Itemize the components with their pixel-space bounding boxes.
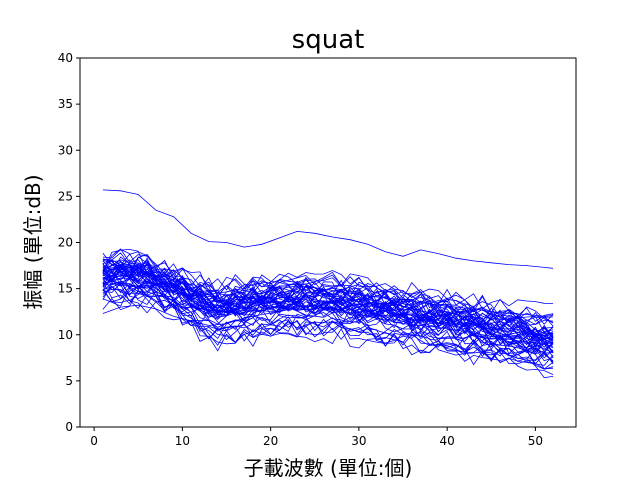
series-line xyxy=(102,277,554,354)
series-line xyxy=(102,277,554,370)
y-tick-label: 40 xyxy=(58,51,73,65)
series-line xyxy=(102,260,554,329)
y-tick-label: 25 xyxy=(58,189,73,203)
chart-title: squat xyxy=(292,25,365,55)
series-line xyxy=(102,288,554,365)
y-axis-ticks: 0 5 10 15 20 25 30 35 40 xyxy=(58,51,80,434)
x-tick-label: 0 xyxy=(90,434,98,448)
x-axis-label: 子載波數 (單位:個) xyxy=(244,456,413,480)
series-line xyxy=(102,251,554,324)
series-line xyxy=(102,259,554,340)
series-line xyxy=(102,263,554,347)
series-line xyxy=(102,272,554,339)
y-tick-label: 15 xyxy=(58,282,73,296)
series-line xyxy=(102,304,554,345)
series-line xyxy=(102,287,554,379)
series-line xyxy=(102,285,554,362)
x-tick-label: 20 xyxy=(263,434,278,448)
y-tick-label: 0 xyxy=(65,420,73,434)
series-line xyxy=(102,261,554,341)
series-line xyxy=(102,189,554,269)
y-axis-label: 振幅 (單位:dB) xyxy=(21,174,45,309)
series-line xyxy=(102,281,554,375)
x-axis-ticks: 0 10 20 30 40 50 xyxy=(90,427,543,448)
y-tick-label: 20 xyxy=(58,236,73,250)
y-tick-label: 35 xyxy=(58,97,73,111)
x-tick-label: 50 xyxy=(528,434,543,448)
series-line xyxy=(102,282,554,370)
y-tick-label: 5 xyxy=(65,374,73,388)
series-line xyxy=(102,289,554,370)
y-tick-label: 30 xyxy=(58,143,73,157)
x-tick-label: 40 xyxy=(440,434,455,448)
y-tick-label: 10 xyxy=(58,328,73,342)
series-lines xyxy=(102,189,554,379)
series-line xyxy=(102,265,554,333)
x-tick-label: 10 xyxy=(175,434,190,448)
series-line xyxy=(102,265,554,317)
x-tick-label: 30 xyxy=(351,434,366,448)
series-line xyxy=(102,252,554,338)
series-line xyxy=(102,271,554,349)
